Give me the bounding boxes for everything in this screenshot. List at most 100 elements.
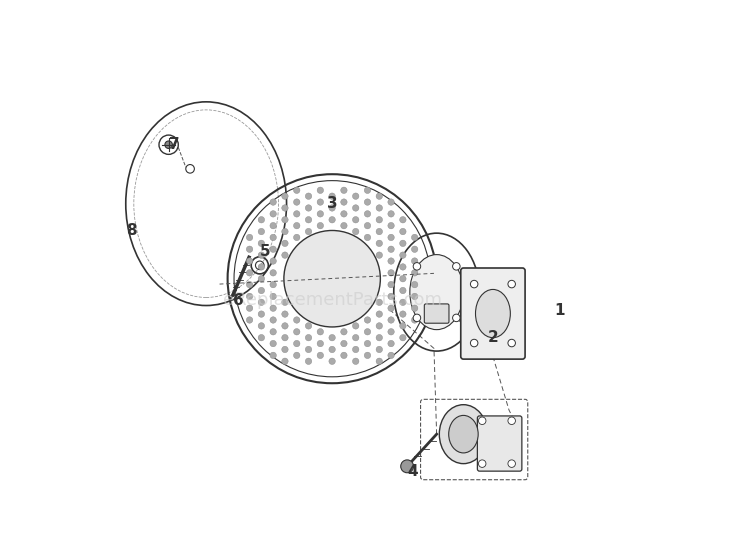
Circle shape — [376, 346, 382, 353]
Circle shape — [270, 305, 277, 311]
Circle shape — [452, 314, 460, 322]
Circle shape — [246, 234, 253, 241]
Circle shape — [376, 299, 382, 306]
Circle shape — [352, 334, 359, 341]
Circle shape — [293, 222, 300, 229]
Circle shape — [376, 252, 382, 258]
Circle shape — [258, 323, 265, 329]
Circle shape — [478, 460, 486, 467]
Circle shape — [258, 228, 265, 235]
Ellipse shape — [410, 255, 464, 330]
Circle shape — [270, 258, 277, 264]
Circle shape — [340, 329, 347, 335]
Circle shape — [400, 311, 406, 317]
Circle shape — [329, 193, 335, 199]
Circle shape — [284, 230, 380, 327]
Circle shape — [317, 187, 323, 193]
Circle shape — [305, 217, 312, 223]
Circle shape — [317, 199, 323, 205]
Circle shape — [376, 323, 382, 329]
Circle shape — [412, 234, 418, 241]
Circle shape — [412, 281, 418, 288]
Circle shape — [412, 258, 418, 264]
Circle shape — [317, 211, 323, 217]
Text: 6: 6 — [233, 293, 244, 308]
Circle shape — [270, 293, 277, 300]
Circle shape — [388, 281, 394, 288]
Circle shape — [305, 334, 312, 341]
Circle shape — [282, 205, 288, 211]
Circle shape — [376, 358, 382, 364]
Circle shape — [270, 340, 277, 347]
Circle shape — [258, 217, 265, 223]
Circle shape — [258, 334, 265, 341]
Circle shape — [508, 280, 515, 288]
Circle shape — [388, 270, 394, 276]
Circle shape — [293, 329, 300, 335]
Circle shape — [388, 234, 394, 241]
Circle shape — [246, 281, 253, 288]
Circle shape — [270, 199, 277, 205]
Circle shape — [246, 305, 253, 311]
Circle shape — [352, 346, 359, 353]
Circle shape — [470, 280, 478, 288]
Circle shape — [400, 217, 406, 223]
Circle shape — [388, 246, 394, 252]
Circle shape — [352, 323, 359, 329]
Circle shape — [508, 417, 515, 425]
Circle shape — [364, 234, 370, 241]
Circle shape — [340, 340, 347, 347]
Circle shape — [270, 211, 277, 217]
Circle shape — [352, 217, 359, 223]
Circle shape — [270, 329, 277, 335]
Circle shape — [452, 263, 460, 270]
Circle shape — [317, 340, 323, 347]
Circle shape — [305, 358, 312, 364]
Circle shape — [282, 358, 288, 364]
Circle shape — [388, 199, 394, 205]
Circle shape — [352, 205, 359, 211]
Circle shape — [293, 211, 300, 217]
Circle shape — [270, 281, 277, 288]
Circle shape — [478, 417, 486, 425]
FancyBboxPatch shape — [478, 416, 522, 471]
Circle shape — [270, 222, 277, 229]
Circle shape — [258, 240, 265, 247]
Circle shape — [400, 323, 406, 329]
Circle shape — [412, 246, 418, 252]
Circle shape — [388, 329, 394, 335]
Circle shape — [388, 317, 394, 323]
Circle shape — [305, 228, 312, 235]
Circle shape — [258, 276, 265, 282]
Circle shape — [305, 193, 312, 199]
Circle shape — [388, 211, 394, 217]
Circle shape — [412, 317, 418, 323]
Circle shape — [400, 252, 406, 258]
Circle shape — [293, 340, 300, 347]
Circle shape — [282, 228, 288, 235]
Circle shape — [282, 193, 288, 199]
Circle shape — [413, 263, 421, 270]
Circle shape — [246, 246, 253, 252]
Ellipse shape — [448, 415, 478, 453]
Circle shape — [246, 293, 253, 300]
Circle shape — [340, 211, 347, 217]
Text: 1: 1 — [555, 303, 566, 318]
Circle shape — [388, 293, 394, 300]
Circle shape — [508, 339, 515, 347]
Circle shape — [165, 141, 172, 148]
Circle shape — [388, 258, 394, 264]
Circle shape — [508, 460, 515, 467]
Circle shape — [270, 246, 277, 252]
Circle shape — [388, 222, 394, 229]
Circle shape — [305, 346, 312, 353]
Ellipse shape — [476, 289, 510, 338]
Circle shape — [317, 222, 323, 229]
Circle shape — [376, 217, 382, 223]
Circle shape — [340, 199, 347, 205]
Circle shape — [400, 276, 406, 282]
Circle shape — [376, 311, 382, 317]
Circle shape — [270, 270, 277, 276]
Circle shape — [305, 205, 312, 211]
Circle shape — [293, 352, 300, 359]
